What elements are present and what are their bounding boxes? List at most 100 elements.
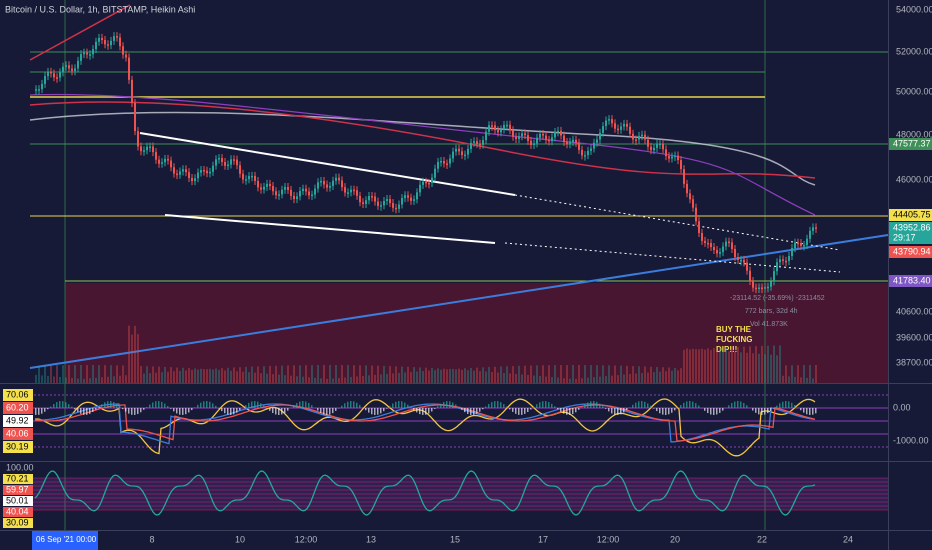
candle — [779, 259, 781, 263]
volume-bar — [704, 349, 706, 383]
candle — [596, 139, 598, 143]
volume-bar — [644, 366, 646, 383]
volume-bar — [419, 367, 421, 383]
osc-hist — [755, 408, 757, 413]
osc-hist — [512, 408, 514, 412]
osc-hist — [551, 403, 553, 408]
volume-bar — [545, 376, 547, 383]
rsi-badge — [3, 507, 33, 517]
osc-hist — [626, 408, 628, 411]
volume-bar — [737, 346, 739, 383]
candle — [332, 180, 334, 186]
candle — [452, 151, 454, 159]
volume-bar — [326, 378, 328, 383]
osc-hist — [59, 401, 61, 408]
candle — [719, 252, 721, 254]
moving-average — [29, 93, 816, 216]
candle — [584, 155, 586, 157]
candle — [125, 54, 127, 58]
volume-bar — [800, 377, 802, 383]
volume-bar — [797, 365, 799, 383]
price-label: 52000.00 — [896, 46, 932, 56]
osc-hist — [62, 401, 64, 408]
volume-bar — [218, 369, 220, 383]
volume-bar — [734, 351, 736, 383]
osc-hist — [38, 408, 40, 415]
volume-bar — [53, 376, 55, 383]
candle — [455, 148, 457, 152]
osc-hist — [545, 401, 547, 408]
candle — [740, 259, 742, 262]
rsi-label: 59.97 — [6, 484, 29, 494]
volume-bar — [398, 372, 400, 383]
candle — [812, 227, 814, 231]
volume-bar — [608, 365, 610, 383]
volume-bar — [50, 365, 52, 383]
osc-hist — [137, 408, 139, 415]
osc-hist — [395, 401, 397, 408]
osc-hist — [110, 401, 112, 408]
volume-bar — [410, 371, 412, 383]
candle — [650, 146, 652, 151]
osc-hist — [347, 401, 349, 408]
osc-hist — [710, 408, 712, 415]
candle — [308, 191, 310, 196]
candle — [200, 170, 202, 173]
candle — [347, 192, 349, 194]
candle — [668, 156, 670, 159]
candle — [74, 68, 76, 72]
candle — [776, 262, 778, 272]
candle — [116, 36, 118, 38]
osc-hist — [92, 408, 94, 412]
osc-hist — [53, 404, 55, 408]
rsi-label: 100.00 — [6, 462, 34, 472]
candle — [377, 201, 379, 206]
osc-hist — [506, 406, 508, 408]
candle — [194, 178, 196, 182]
osc-hist — [209, 401, 211, 408]
volume-bar — [332, 378, 334, 383]
osc-hist — [368, 408, 370, 413]
volume-bar — [713, 348, 715, 383]
osc-right-label: -1000.00 — [893, 435, 929, 445]
osc-hist — [548, 402, 550, 408]
candle — [380, 205, 382, 207]
candle — [95, 41, 97, 50]
rsi-label: 50.01 — [6, 495, 29, 505]
osc-hist — [656, 408, 658, 412]
osc-hist — [269, 408, 271, 411]
candle — [500, 129, 502, 133]
candle — [137, 131, 139, 147]
osc-hist — [323, 408, 325, 415]
candle — [398, 204, 400, 209]
candle — [374, 196, 376, 202]
osc-hist — [779, 403, 781, 408]
osc-hist — [620, 408, 622, 415]
volume-bar — [281, 365, 283, 383]
osc-hist — [572, 408, 574, 415]
osc-hist — [155, 401, 157, 408]
osc-hist — [638, 401, 640, 408]
candle — [425, 181, 427, 184]
candle — [710, 243, 712, 248]
candle — [722, 246, 724, 253]
volume-bar — [647, 372, 649, 383]
volume-bar — [764, 354, 766, 383]
osc-hist — [785, 401, 787, 408]
candle — [284, 187, 286, 190]
osc-hist — [770, 408, 772, 411]
osc-hist — [794, 404, 796, 408]
volume-bar — [227, 367, 229, 383]
rsi-badge — [3, 496, 33, 506]
candle — [764, 287, 766, 289]
osc-hist — [35, 408, 37, 415]
volume-bar — [689, 349, 691, 383]
candle — [509, 124, 511, 131]
volume-bar — [191, 369, 193, 383]
candle — [713, 247, 715, 251]
volume-bar — [272, 374, 274, 383]
volume-bar — [200, 368, 202, 383]
volume-bar — [740, 352, 742, 383]
volume-bar — [809, 365, 811, 383]
volume-bar — [341, 365, 343, 383]
